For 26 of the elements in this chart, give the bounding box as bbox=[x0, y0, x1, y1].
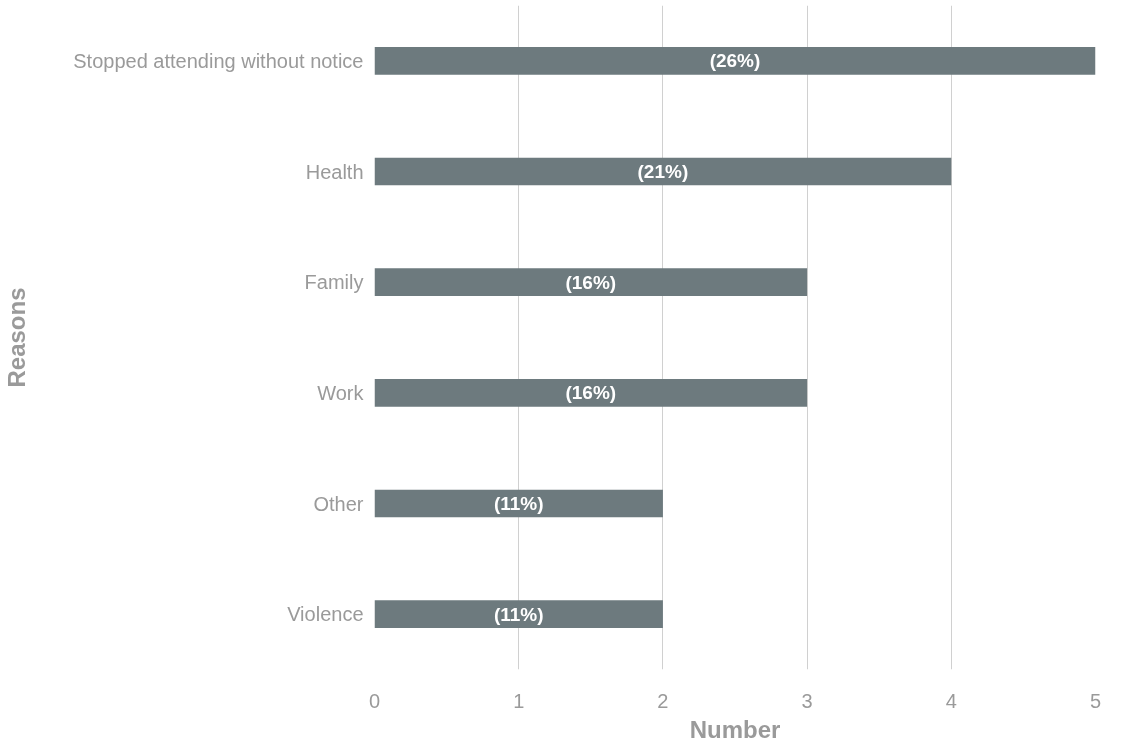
bar bbox=[374, 157, 952, 186]
bar bbox=[374, 489, 663, 518]
bar bbox=[374, 379, 808, 407]
y-axis-title: Reasons bbox=[3, 287, 31, 388]
y-tick-label: Violence bbox=[287, 603, 364, 626]
x-tick-label: 3 bbox=[801, 689, 813, 712]
bar bbox=[374, 268, 808, 296]
y-tick-label: Health bbox=[305, 160, 364, 183]
bar bbox=[374, 47, 1096, 75]
x-axis-title: Number bbox=[689, 715, 781, 743]
x-tick-label: 2 bbox=[657, 689, 669, 712]
annotation: (21%) bbox=[637, 161, 689, 182]
annotation: (16%) bbox=[565, 271, 617, 293]
bar bbox=[374, 600, 663, 628]
y-tick-label: Family bbox=[304, 271, 364, 294]
y-tick-label: Work bbox=[317, 381, 365, 404]
annotation: (16%) bbox=[565, 382, 617, 404]
y-tick-label: Stopped attending without notice bbox=[73, 49, 364, 72]
annotation: (11%) bbox=[493, 493, 544, 514]
x-tick-label: 0 bbox=[368, 689, 381, 712]
y-tick-label: Other bbox=[313, 492, 364, 515]
annotation: (11%) bbox=[493, 603, 544, 625]
x-tick-label: 5 bbox=[1089, 689, 1102, 712]
annotation: (26%) bbox=[709, 50, 761, 72]
x-tick-label: 1 bbox=[513, 689, 525, 712]
x-tick-label: 4 bbox=[945, 689, 957, 712]
